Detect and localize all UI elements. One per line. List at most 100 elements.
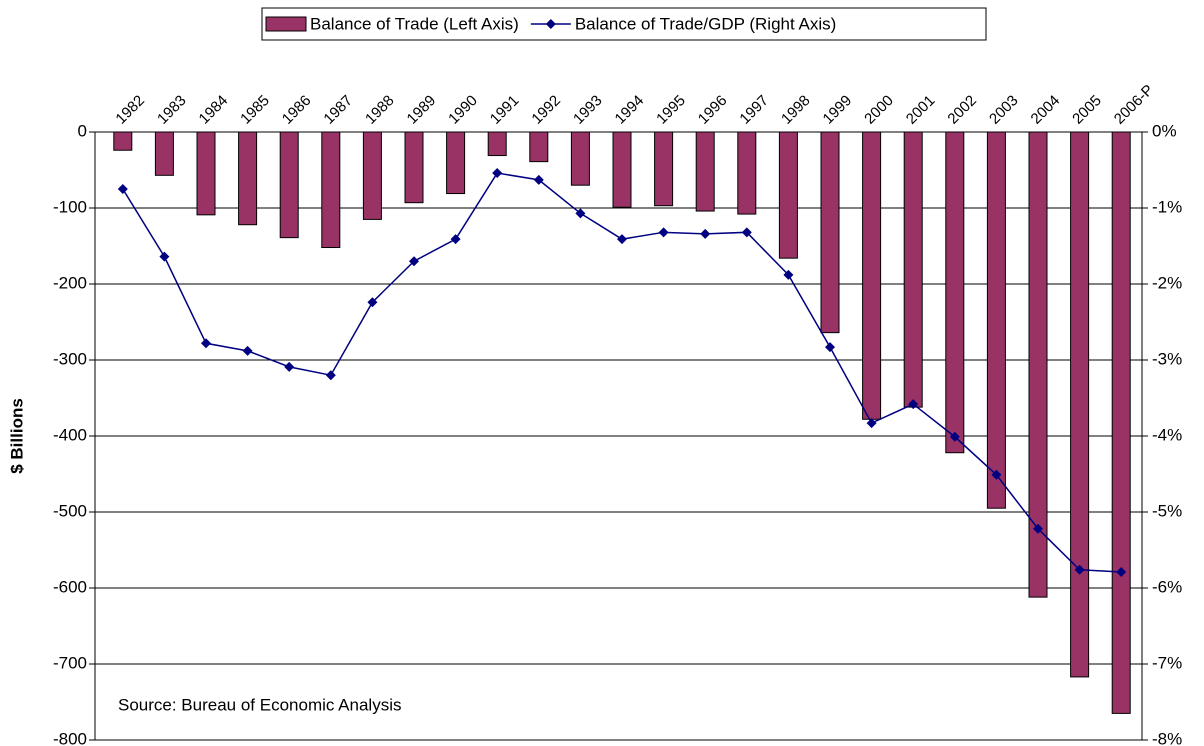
y-tick-label: -100: [53, 197, 87, 216]
x-tick-label: 2002: [944, 92, 980, 128]
marker: [866, 418, 877, 429]
y-tick-label: -300: [53, 349, 87, 368]
marker: [450, 234, 461, 245]
legend-swatch: [265, 16, 307, 32]
x-tick-label: 1994: [612, 92, 648, 128]
bar: [654, 131, 674, 207]
y2-tick-label: -5%: [1152, 501, 1182, 520]
x-tick-label: 1988: [362, 92, 398, 128]
marker: [783, 269, 794, 280]
y-tick-label: -800: [53, 729, 87, 746]
y2-tick-label: -2%: [1152, 273, 1182, 292]
x-tick-label: 1990: [445, 92, 481, 128]
bar: [612, 131, 632, 208]
y-tick-label: -600: [53, 577, 87, 596]
bar: [945, 131, 965, 454]
marker: [284, 361, 295, 372]
bar: [196, 131, 216, 216]
marker: [1033, 523, 1043, 534]
marker: [1116, 567, 1127, 578]
bar: [362, 131, 382, 220]
bar: [529, 131, 549, 163]
bar: [778, 131, 798, 259]
x-tick-label: 1993: [570, 92, 606, 128]
legend: Balance of Trade (Left Axis) Balance of T…: [261, 7, 987, 41]
bar: [487, 131, 507, 157]
legend-marker: [545, 19, 556, 29]
y-tick-label: -700: [53, 653, 87, 672]
legend-label: Balance of Trade (Left Axis): [310, 14, 519, 33]
x-tick-label: 1984: [196, 92, 232, 128]
x-tick-label: 1982: [112, 92, 148, 128]
bar: [986, 131, 1006, 509]
bar: [737, 131, 757, 215]
x-tick-label: 2005: [1069, 92, 1105, 128]
y-axis-label: $ Billions: [7, 398, 26, 474]
y2-tick-label: -1%: [1152, 197, 1182, 216]
bar: [570, 131, 590, 186]
x-tick-label: 1998: [778, 92, 814, 128]
bar: [404, 131, 424, 204]
marker: [741, 227, 752, 238]
marker: [658, 227, 669, 238]
marker: [1074, 564, 1085, 575]
x-tick-label: 2006-P: [1111, 81, 1157, 127]
x-tick-label: 1996: [695, 92, 731, 128]
marker: [409, 256, 419, 267]
marker: [533, 174, 544, 185]
bar: [113, 131, 133, 151]
x-tick-label: 1986: [279, 92, 315, 128]
x-tick-label: 1985: [237, 92, 273, 128]
y2-tick-label: -8%: [1152, 729, 1182, 746]
bar: [695, 131, 715, 212]
y2-tick-label: -3%: [1152, 349, 1182, 368]
bar: [1111, 131, 1131, 714]
marker: [159, 251, 170, 262]
x-tick-label: 1983: [154, 92, 190, 128]
annotation: Source: Bureau of Economic Analysis: [118, 695, 401, 714]
bar: [903, 131, 923, 408]
y2-tick-label: -4%: [1152, 425, 1182, 444]
marker: [492, 168, 503, 179]
x-tick-label: 1992: [528, 92, 564, 128]
marker: [242, 345, 253, 356]
x-tick-label: 2004: [1028, 92, 1064, 128]
marker: [949, 431, 960, 442]
bar: [321, 131, 341, 249]
bar: [1028, 131, 1048, 598]
marker: [991, 469, 1002, 480]
marker: [700, 228, 711, 239]
legend-box: [261, 7, 987, 41]
legend-label: Balance of Trade/GDP (Right Axis): [575, 14, 836, 33]
x-tick-label: 2001: [903, 92, 939, 128]
marker: [575, 208, 586, 219]
marker: [908, 399, 919, 410]
marker: [325, 370, 336, 381]
x-tick-label: 2000: [861, 92, 897, 128]
x-tick-label: 1989: [404, 92, 440, 128]
y-tick-label: -500: [53, 501, 87, 520]
bar: [154, 131, 174, 176]
bar: [1070, 131, 1090, 678]
bar: [820, 131, 840, 334]
y-tick-label: -200: [53, 273, 87, 292]
x-tick-label: 1991: [487, 92, 523, 128]
bar: [279, 131, 299, 239]
marker: [367, 297, 378, 308]
bar: [862, 131, 882, 420]
marker: [201, 338, 211, 349]
y-tick-label: -400: [53, 425, 87, 444]
x-tick-label: 2003: [986, 92, 1022, 128]
bar: [238, 131, 258, 226]
y2-tick-label: -6%: [1152, 577, 1182, 596]
x-tick-label: 1999: [820, 92, 856, 128]
x-tick-label: 1987: [320, 92, 356, 128]
y2-tick-label: 0%: [1152, 121, 1177, 140]
marker: [617, 234, 627, 245]
bar: [446, 131, 466, 195]
x-tick-label: 1995: [653, 92, 689, 128]
x-tick-label: 1997: [736, 92, 772, 128]
marker: [117, 184, 128, 194]
y2-tick-label: -7%: [1152, 653, 1182, 672]
